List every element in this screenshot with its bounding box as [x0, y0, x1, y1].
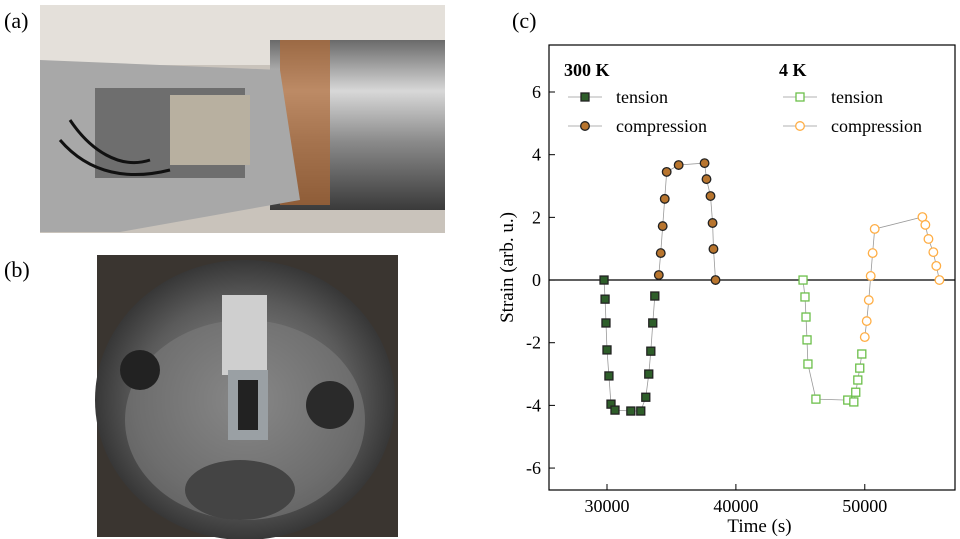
marker-circle — [699, 158, 710, 169]
marker-square — [800, 292, 810, 302]
legend-label: compression — [616, 116, 707, 136]
marker-square — [641, 392, 651, 402]
marker-square — [610, 405, 620, 415]
legend-label: compression — [831, 116, 922, 136]
marker-circle — [931, 260, 942, 271]
y-tick-label: 0 — [532, 270, 541, 290]
legend-marker — [795, 92, 805, 102]
marker-circle — [659, 193, 670, 204]
y-tick-label: -6 — [526, 458, 541, 478]
marker-square — [811, 394, 821, 404]
y-tick-label: 4 — [532, 145, 541, 165]
marker-circle — [657, 221, 668, 232]
marker-square — [626, 406, 636, 416]
legend-title: 300 K — [564, 60, 610, 80]
panel-label: (a) — [4, 8, 28, 33]
legend-marker — [580, 121, 590, 131]
legend-marker — [580, 92, 590, 102]
photo-b — [95, 255, 398, 539]
x-tick-label: 50000 — [842, 496, 887, 516]
legend-label: tension — [616, 87, 668, 107]
marker-circle — [923, 234, 934, 244]
marker-circle — [708, 244, 719, 254]
marker-circle — [863, 295, 874, 306]
marker-circle — [710, 275, 721, 285]
marker-circle — [705, 191, 716, 201]
marker-circle — [655, 248, 666, 259]
legend-marker — [795, 121, 805, 131]
marker-square — [802, 335, 812, 345]
marker-circle — [859, 332, 870, 343]
marker-square — [798, 275, 808, 285]
marker-circle — [867, 248, 878, 259]
panel-label: (b) — [4, 257, 30, 282]
marker-square — [849, 397, 859, 407]
marker-square — [636, 406, 646, 416]
series-line — [802, 279, 863, 403]
x-tick-label: 30000 — [585, 496, 630, 516]
marker-square — [853, 375, 863, 385]
marker-circle — [673, 160, 684, 170]
plot-frame — [548, 44, 956, 491]
marker-circle — [653, 270, 664, 280]
y-tick-label: -4 — [526, 395, 541, 415]
marker-circle — [865, 271, 876, 281]
plot: -6 -4 -2 0 2 4 6 30000 40000 50000 Time (s) Strain … — [497, 44, 956, 537]
marker-square — [855, 363, 865, 373]
marker-circle — [920, 219, 931, 230]
y-tick-label: -2 — [526, 333, 541, 353]
marker-square — [644, 369, 654, 379]
y-axis-label: Strain (arb. u.) — [497, 212, 518, 323]
marker-square — [604, 371, 614, 381]
marker-square — [650, 291, 660, 301]
x-tick-label: 40000 — [713, 496, 758, 516]
marker-square — [599, 275, 609, 285]
photo-a — [40, 5, 445, 233]
marker-square — [851, 387, 861, 397]
marker-square — [601, 318, 611, 328]
marker-circle — [707, 218, 718, 228]
marker-square — [648, 318, 658, 328]
marker-square — [600, 294, 610, 304]
marker-square — [646, 346, 656, 356]
y-tick-label: 6 — [532, 82, 541, 102]
marker-square — [602, 345, 612, 355]
marker-circle — [661, 166, 672, 177]
x-axis-label: Time (s) — [727, 516, 791, 537]
panel-label: (c) — [512, 8, 536, 33]
marker-circle — [869, 224, 880, 234]
marker-square — [857, 349, 867, 359]
marker-circle — [934, 275, 945, 285]
legend-label: tension — [831, 87, 883, 107]
marker-circle — [928, 247, 939, 258]
y-tick-label: 2 — [532, 207, 541, 227]
marker-circle — [701, 174, 712, 185]
marker-square — [803, 359, 813, 369]
marker-circle — [861, 316, 872, 327]
marker-square — [801, 312, 811, 322]
legend-title: 4 K — [779, 60, 807, 80]
